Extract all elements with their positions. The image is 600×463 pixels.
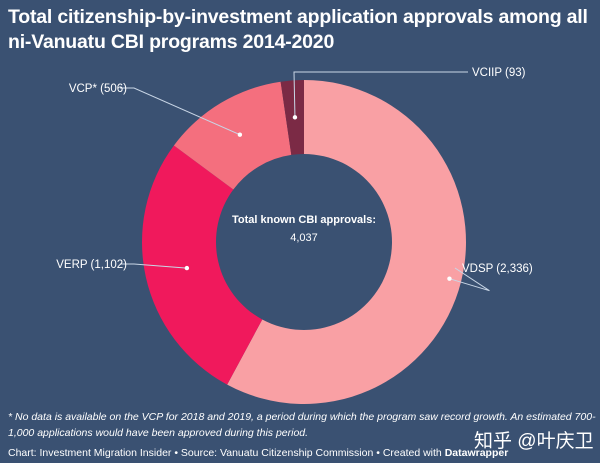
credit-text: Chart: Investment Migration Insider • So… — [8, 447, 445, 459]
label-verp: VERP (1,102) — [56, 259, 127, 271]
leader-line — [120, 263, 187, 269]
leader-line — [120, 87, 241, 136]
center-label: Total known CBI approvals: — [232, 214, 376, 226]
datawrapper-link[interactable]: Datawrapper — [444, 447, 509, 459]
leader-line — [449, 267, 490, 292]
label-vdsp: VDSP (2,336) — [462, 263, 533, 275]
watermark: 知乎 @叶庆卫 — [474, 431, 594, 452]
label-vcp: VCP* (506) — [69, 83, 127, 95]
leader-dot — [184, 265, 190, 271]
leader-dot — [447, 276, 452, 281]
leader-dot — [292, 115, 298, 120]
center-value: 4,037 — [290, 232, 318, 244]
label-vciip: VCIIP (93) — [472, 67, 526, 79]
leader-dot — [237, 132, 243, 137]
slice-vcp — [173, 81, 292, 190]
slice-verp — [142, 145, 263, 385]
chart-title: Total citizenship-by-investment applicat… — [8, 6, 588, 53]
credit-line: Chart: Investment Migration Insider • So… — [8, 447, 508, 459]
slice-vdsp — [227, 80, 466, 404]
footnote: * No data is available on the VCP for 20… — [8, 411, 596, 439]
leader-line — [293, 71, 468, 118]
slice-vciip — [280, 80, 304, 155]
